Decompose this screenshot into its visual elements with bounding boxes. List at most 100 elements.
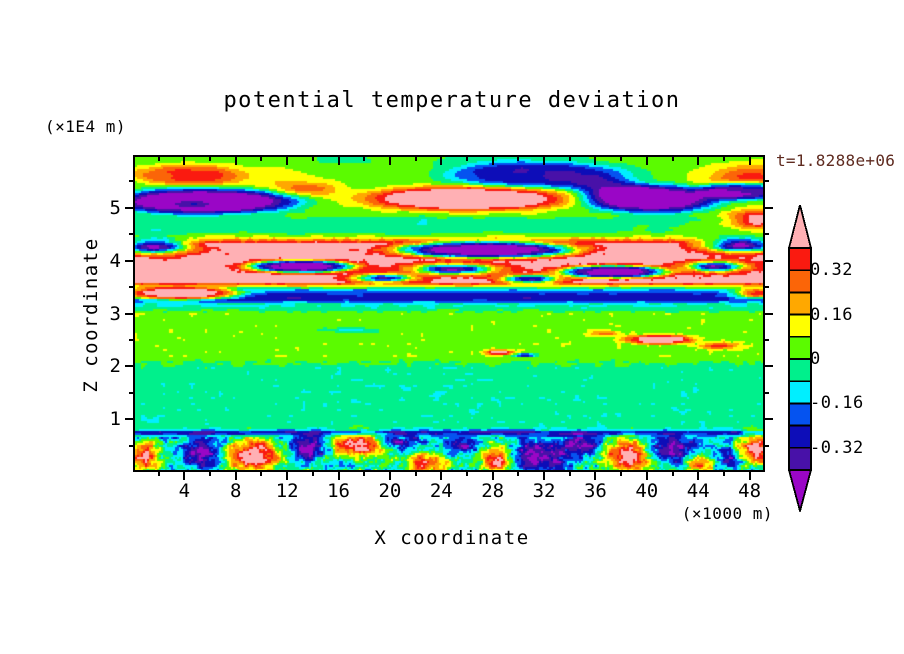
x-minor-tick xyxy=(157,472,160,476)
y-minor-tick xyxy=(129,286,133,289)
colorbar xyxy=(787,204,813,512)
x-major-tick xyxy=(440,157,443,165)
x-major-tick xyxy=(748,157,751,165)
x-minor-tick xyxy=(568,472,571,476)
y-major-tick xyxy=(125,312,133,315)
x-tick-label: 12 xyxy=(275,480,299,502)
x-minor-tick xyxy=(363,157,366,161)
colorbar-segment xyxy=(788,446,812,471)
x-tick-label: 8 xyxy=(230,480,242,502)
y-minor-tick xyxy=(129,233,133,236)
y-minor-tick xyxy=(765,391,769,394)
x-minor-tick xyxy=(620,472,623,476)
x-major-tick xyxy=(645,157,648,165)
y-minor-tick xyxy=(765,286,769,289)
y-tick-label: 4 xyxy=(109,249,121,272)
y-tick-label: 5 xyxy=(109,196,121,219)
x-tick-label: 32 xyxy=(532,480,556,502)
plot-title: potential temperature deviation xyxy=(223,88,681,113)
colorbar-segment xyxy=(788,247,812,272)
x-major-tick xyxy=(594,157,597,165)
x-axis-units: (×1000 m) xyxy=(681,504,773,523)
x-minor-tick xyxy=(568,157,571,161)
x-major-tick xyxy=(337,157,340,165)
y-minor-tick xyxy=(765,444,769,447)
x-major-tick xyxy=(183,157,186,165)
x-major-tick xyxy=(543,472,546,480)
x-minor-tick xyxy=(209,472,212,476)
y-major-tick xyxy=(765,418,773,421)
colorbar-segment xyxy=(788,424,812,449)
x-minor-tick xyxy=(620,157,623,161)
x-tick-label: 28 xyxy=(481,480,505,502)
x-major-tick xyxy=(697,472,700,480)
colorbar-segment xyxy=(788,358,812,383)
x-major-tick xyxy=(388,472,391,480)
colorbar-segment xyxy=(788,313,812,338)
contour-field-canvas xyxy=(135,157,763,470)
x-minor-tick xyxy=(671,157,674,161)
x-major-tick xyxy=(543,157,546,165)
y-major-tick xyxy=(125,365,133,368)
x-major-tick xyxy=(286,157,289,165)
x-minor-tick xyxy=(157,157,160,161)
x-major-tick xyxy=(440,472,443,480)
x-axis-label: X coordinate xyxy=(374,527,530,549)
y-major-tick xyxy=(765,206,773,209)
x-tick-label: 36 xyxy=(583,480,607,502)
y-major-tick xyxy=(125,259,133,262)
x-minor-tick xyxy=(722,157,725,161)
x-major-tick xyxy=(491,157,494,165)
colorbar-arrow-bottom xyxy=(787,469,813,512)
x-tick-label: 16 xyxy=(327,480,350,502)
y-tick-label: 1 xyxy=(109,408,121,431)
x-major-tick xyxy=(183,472,186,480)
plot-frame xyxy=(133,155,765,472)
x-minor-tick xyxy=(260,472,263,476)
x-minor-tick xyxy=(465,472,468,476)
x-tick-label: 4 xyxy=(178,480,191,502)
colorbar-segment xyxy=(788,291,812,316)
x-minor-tick xyxy=(517,157,520,161)
x-major-tick xyxy=(697,157,700,165)
y-minor-tick xyxy=(765,233,769,236)
y-major-tick xyxy=(765,365,773,368)
x-minor-tick xyxy=(517,472,520,476)
x-minor-tick xyxy=(414,472,417,476)
x-major-tick xyxy=(594,472,597,480)
x-tick-label: 44 xyxy=(686,480,710,502)
x-minor-tick xyxy=(671,472,674,476)
y-major-tick xyxy=(125,206,133,209)
x-minor-tick xyxy=(311,157,314,161)
y-minor-tick xyxy=(129,444,133,447)
colorbar-tick-label: -0.16 xyxy=(810,393,864,414)
y-minor-tick xyxy=(765,180,769,183)
x-major-tick xyxy=(388,157,391,165)
x-minor-tick xyxy=(414,157,417,161)
x-minor-tick xyxy=(465,157,468,161)
y-major-tick xyxy=(125,418,133,421)
x-minor-tick xyxy=(722,472,725,476)
x-major-tick xyxy=(491,472,494,480)
colorbar-tick-label: -0.32 xyxy=(810,437,864,458)
x-major-tick xyxy=(337,472,340,480)
x-tick-label: 24 xyxy=(429,480,453,502)
x-tick-label: 48 xyxy=(738,480,762,502)
y-tick-label: 3 xyxy=(109,302,121,325)
y-minor-tick xyxy=(129,391,133,394)
timestamp: t=1.8288e+06 xyxy=(776,151,896,170)
colorbar-segment xyxy=(788,335,812,360)
y-minor-tick xyxy=(129,180,133,183)
y-minor-tick xyxy=(129,338,133,341)
y-major-tick xyxy=(765,312,773,315)
x-major-tick xyxy=(234,472,237,480)
colorbar-arrow-top xyxy=(787,204,813,249)
colorbar-segment xyxy=(788,402,812,427)
x-tick-label: 20 xyxy=(378,480,402,502)
x-minor-tick xyxy=(363,472,366,476)
y-tick-label: 2 xyxy=(109,355,121,378)
colorbar-tick-label: 0 xyxy=(810,349,821,369)
x-major-tick xyxy=(286,472,289,480)
x-major-tick xyxy=(645,472,648,480)
